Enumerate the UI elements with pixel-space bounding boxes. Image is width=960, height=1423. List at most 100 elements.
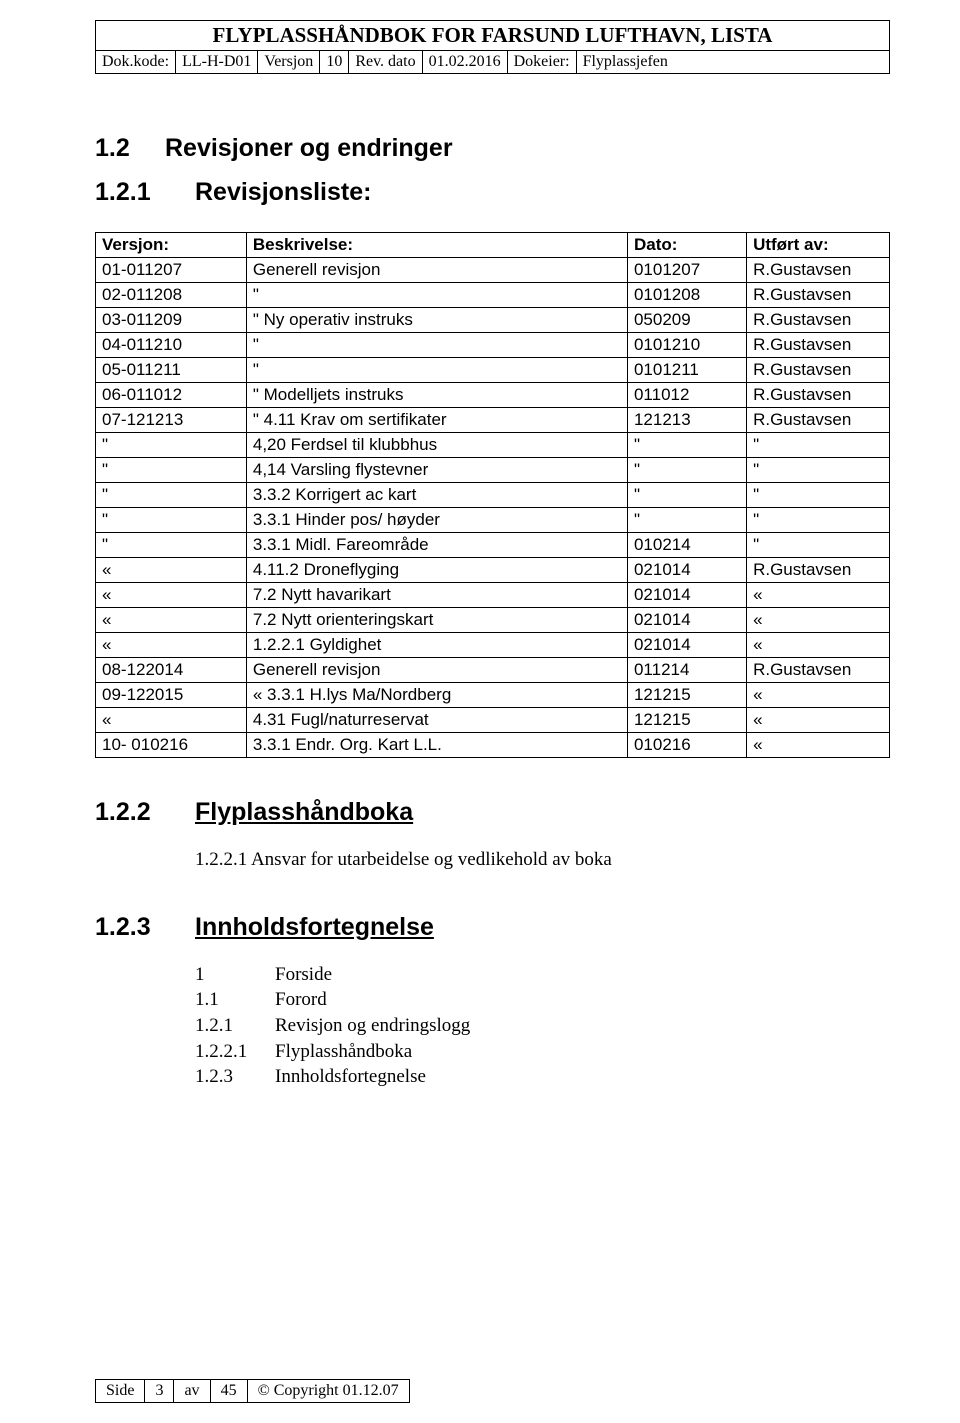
table-cell: " xyxy=(747,433,890,458)
toc-title: Innholdsfortegnelse xyxy=(275,1064,426,1090)
table-cell: 011012 xyxy=(627,383,746,408)
table-cell: 10- 010216 xyxy=(96,733,247,758)
table-cell: " xyxy=(747,533,890,558)
table-cell: 3.3.1 Midl. Fareområde xyxy=(246,533,627,558)
dokeier-label: Dokeier: xyxy=(508,51,577,73)
table-cell: " xyxy=(96,533,247,558)
col-dato: Dato: xyxy=(627,233,746,258)
section-1-2-3-heading: 1.2.3 Innholdsfortegnelse xyxy=(95,913,890,942)
table-cell: « xyxy=(96,708,247,733)
toc-item: 1.1Forord xyxy=(195,987,890,1013)
toc-item: 1.2.1Revisjon og endringslogg xyxy=(195,1013,890,1039)
toc-number: 1.2.2.1 xyxy=(195,1039,275,1065)
section-1-2-1-heading: 1.2.1 Revisjonsliste: xyxy=(95,178,890,207)
footer: Side 3 av 45 © Copyright 01.12.07 xyxy=(95,1379,410,1403)
table-cell: " xyxy=(246,283,627,308)
table-cell: R.Gustavsen xyxy=(747,558,890,583)
table-cell: 08-122014 xyxy=(96,658,247,683)
side-value: 3 xyxy=(145,1380,174,1402)
table-row: 01-011207Generell revisjon0101207R.Gusta… xyxy=(96,258,890,283)
table-cell: « xyxy=(96,608,247,633)
revdato-value: 01.02.2016 xyxy=(423,51,508,73)
table-cell: " xyxy=(96,483,247,508)
table-cell: 011214 xyxy=(627,658,746,683)
versjon-label: Versjon xyxy=(258,51,320,73)
table-row: «4.31 Fugl/naturreservat121215« xyxy=(96,708,890,733)
table-cell: " xyxy=(96,458,247,483)
table-cell: " Modelljets instruks xyxy=(246,383,627,408)
col-versjon: Versjon: xyxy=(96,233,247,258)
table-cell: 010216 xyxy=(627,733,746,758)
table-row: 05-011211"0101211R.Gustavsen xyxy=(96,358,890,383)
table-cell: 121215 xyxy=(627,683,746,708)
table-cell: R.Gustavsen xyxy=(747,658,890,683)
table-cell: " Ny operativ instruks xyxy=(246,308,627,333)
section-title: Innholdsfortegnelse xyxy=(195,913,434,942)
table-cell: « xyxy=(96,633,247,658)
toc-number: 1.1 xyxy=(195,987,275,1013)
table-row: "3.3.2 Korrigert ac kart"" xyxy=(96,483,890,508)
dokkode-label: Dok.kode: xyxy=(96,51,176,73)
toc-number: 1.2.1 xyxy=(195,1013,275,1039)
table-cell: 4,20 Ferdsel til klubbhus xyxy=(246,433,627,458)
table-cell: « xyxy=(747,583,890,608)
section-1-2-2-heading: 1.2.2 Flyplasshåndboka xyxy=(95,798,890,827)
table-cell: R.Gustavsen xyxy=(747,358,890,383)
table-row: «1.2.2.1 Gyldighet021014« xyxy=(96,633,890,658)
table-cell: " 4.11 Krav om sertifikater xyxy=(246,408,627,433)
toc-title: Forside xyxy=(275,962,332,988)
table-row: 10- 0102163.3.1 Endr. Org. Kart L.L.0102… xyxy=(96,733,890,758)
table-cell: « xyxy=(747,733,890,758)
table-cell: 4.31 Fugl/naturreservat xyxy=(246,708,627,733)
table-row: 07-121213" 4.11 Krav om sertifikater1212… xyxy=(96,408,890,433)
toc-title: Forord xyxy=(275,987,327,1013)
table-row: 08-122014Generell revisjon011214R.Gustav… xyxy=(96,658,890,683)
toc-item: 1Forside xyxy=(195,962,890,988)
header-box: FLYPLASSHÅNDBOK FOR FARSUND LUFTHAVN, LI… xyxy=(95,20,890,74)
av-value: 45 xyxy=(211,1380,248,1402)
table-cell: 7.2 Nytt orienteringskart xyxy=(246,608,627,633)
table-cell: 3.3.1 Endr. Org. Kart L.L. xyxy=(246,733,627,758)
revision-table: Versjon: Beskrivelse: Dato: Utført av: 0… xyxy=(95,232,890,758)
table-row: «7.2 Nytt havarikart021014« xyxy=(96,583,890,608)
section-number: 1.2.2 xyxy=(95,798,195,827)
table-cell: 021014 xyxy=(627,558,746,583)
table-row: «4.11.2 Droneflyging021014R.Gustavsen xyxy=(96,558,890,583)
table-row: 03-011209" Ny operativ instruks050209R.G… xyxy=(96,308,890,333)
toc-number: 1 xyxy=(195,962,275,988)
table-cell: « xyxy=(747,708,890,733)
section-number: 1.2.3 xyxy=(95,913,195,942)
revdato-label: Rev. dato xyxy=(349,51,422,73)
table-cell: 010214 xyxy=(627,533,746,558)
table-cell: 7.2 Nytt havarikart xyxy=(246,583,627,608)
table-cell: R.Gustavsen xyxy=(747,308,890,333)
toc-list: 1Forside1.1Forord1.2.1Revisjon og endrin… xyxy=(195,962,890,1090)
copyright-text: © Copyright 01.12.07 xyxy=(248,1380,409,1402)
table-cell: " xyxy=(627,433,746,458)
table-cell: " xyxy=(96,508,247,533)
table-cell: " xyxy=(246,358,627,383)
table-cell: 050209 xyxy=(627,308,746,333)
table-cell: " xyxy=(747,508,890,533)
table-row: "4,14 Varsling flystevner"" xyxy=(96,458,890,483)
table-cell: R.Gustavsen xyxy=(747,408,890,433)
table-cell: « xyxy=(747,633,890,658)
table-row: 02-011208"0101208R.Gustavsen xyxy=(96,283,890,308)
av-label: av xyxy=(174,1380,210,1402)
table-cell: R.Gustavsen xyxy=(747,283,890,308)
section-title: Revisjonsliste: xyxy=(195,178,371,207)
table-cell: 3.3.1 Hinder pos/ høyder xyxy=(246,508,627,533)
table-cell: 0101207 xyxy=(627,258,746,283)
table-cell: R.Gustavsen xyxy=(747,333,890,358)
table-cell: 1.2.2.1 Gyldighet xyxy=(246,633,627,658)
table-cell: " xyxy=(747,458,890,483)
table-cell: 3.3.2 Korrigert ac kart xyxy=(246,483,627,508)
table-cell: Generell revisjon xyxy=(246,258,627,283)
table-row: "4,20 Ferdsel til klubbhus"" xyxy=(96,433,890,458)
table-cell: 02-011208 xyxy=(96,283,247,308)
section-number: 1.2.1 xyxy=(95,178,195,207)
table-cell: " xyxy=(627,483,746,508)
table-cell: « xyxy=(96,583,247,608)
toc-number: 1.2.3 xyxy=(195,1064,275,1090)
dokeier-value: Flyplassjefen xyxy=(577,51,889,73)
